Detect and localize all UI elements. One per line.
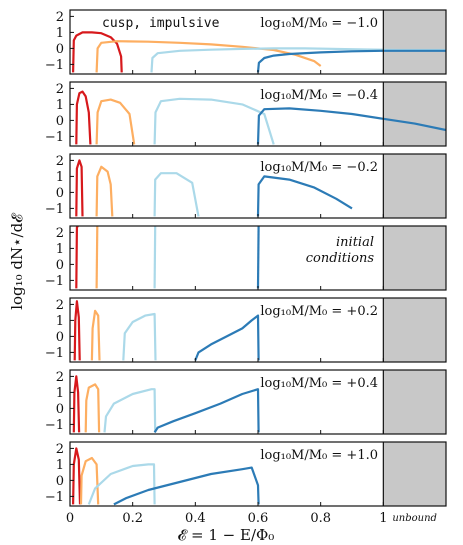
series-line-4	[256, 226, 260, 289]
series-line-4	[194, 314, 260, 361]
series-line-4	[153, 388, 260, 433]
y-tick-label: 1	[56, 170, 64, 185]
y-tick-label: −1	[45, 130, 64, 145]
y-tick-label: 2	[56, 298, 64, 313]
x-tick-label: 1	[379, 511, 387, 526]
series-line-1	[72, 375, 81, 433]
series-line-2	[90, 309, 101, 361]
y-tick-label: 1	[56, 26, 64, 41]
x-tick-label: 0.4	[185, 511, 206, 526]
y-tick-label: −1	[45, 346, 64, 361]
series-line-2	[95, 40, 322, 73]
y-tick-label: 2	[56, 226, 64, 241]
x-axis: 0 0.2 0.4 0.6 0.8 1 unbound	[66, 511, 437, 526]
unbound-region	[383, 82, 446, 146]
y-tick-label: 1	[56, 242, 64, 257]
series-line-2	[95, 98, 136, 145]
panel-mass-label: log₁₀M/M₀ = −0.2	[260, 160, 378, 175]
series-line-1	[75, 90, 92, 145]
series-line-1	[72, 31, 123, 73]
y-tick-label: 1	[56, 98, 64, 113]
series-line-1	[75, 226, 79, 289]
y-tick-label: −1	[45, 274, 64, 289]
y-tick-label: 2	[56, 370, 64, 385]
series-line-4	[113, 466, 260, 506]
x-axis-label: 𝓔 = 1 − E/Φ₀	[178, 526, 275, 544]
x-tick-label: 0.2	[122, 511, 143, 526]
series-line-2	[84, 383, 101, 433]
y-tick-label: 0	[56, 186, 64, 201]
unbound-region	[383, 370, 446, 434]
y-tick-label: 2	[56, 154, 64, 169]
y-tick-label: 2	[56, 82, 64, 97]
y-tick-label: 0	[56, 114, 64, 129]
y-tick-label: 1	[56, 386, 64, 401]
y-tick-label: 1	[56, 314, 64, 329]
x-tick-label: 0	[66, 511, 74, 526]
y-tick-label: −1	[45, 418, 64, 433]
series-line-2	[79, 456, 100, 505]
y-tick-label: 0	[56, 258, 64, 273]
series-line-3	[122, 312, 157, 361]
unbound-region	[383, 298, 446, 362]
series-line-1	[73, 300, 81, 361]
panel-mass-label: log₁₀M/M₀ = +1.0	[260, 448, 378, 463]
series-line-2	[95, 165, 114, 217]
series-line-4	[256, 107, 446, 145]
series-line-3	[103, 388, 157, 433]
y-axis-label: log₁₀ dN⋆/d𝓔	[8, 213, 26, 310]
unbound-region	[383, 226, 446, 290]
unbound-region	[383, 154, 446, 218]
panel-note: initial	[336, 235, 374, 250]
y-tick-label: 2	[56, 442, 64, 457]
series-line-2	[95, 226, 99, 289]
x-tick-label: 0.8	[310, 511, 331, 526]
unbound-label: unbound	[392, 513, 437, 524]
unbound-region	[383, 10, 446, 74]
unbound-region	[383, 442, 446, 506]
panel-model-label: cusp, impulsive	[102, 16, 220, 31]
y-tick-label: −1	[45, 490, 64, 505]
panel-mass-label: log₁₀M/M₀ = +0.2	[260, 304, 378, 319]
y-tick-label: 0	[56, 402, 64, 417]
series-line-3	[153, 226, 157, 289]
series-line-3	[150, 47, 446, 73]
y-tick-label: 1	[56, 458, 64, 473]
y-tick-label: 2	[56, 10, 64, 25]
series-line-4	[256, 49, 446, 73]
series-line-3	[153, 97, 275, 145]
series-line-3	[153, 172, 200, 217]
y-tick-label: 0	[56, 474, 64, 489]
y-tick-label: −1	[45, 58, 64, 73]
panel-mass-label: log₁₀M/M₀ = −1.0	[260, 16, 378, 31]
series-line-4	[256, 175, 353, 217]
x-tick-label: 0.6	[248, 511, 269, 526]
panel-mass-label: log₁₀M/M₀ = −0.4	[260, 88, 378, 103]
y-tick-label: −1	[45, 202, 64, 217]
series-line-3	[87, 463, 156, 505]
y-tick-label: 0	[56, 42, 64, 57]
y-tick-label: 0	[56, 330, 64, 345]
panel-mass-label: log₁₀M/M₀ = +0.4	[260, 376, 378, 391]
series-line-1	[75, 159, 84, 217]
series-line-1	[72, 447, 82, 505]
panel-note: conditions	[306, 251, 375, 266]
